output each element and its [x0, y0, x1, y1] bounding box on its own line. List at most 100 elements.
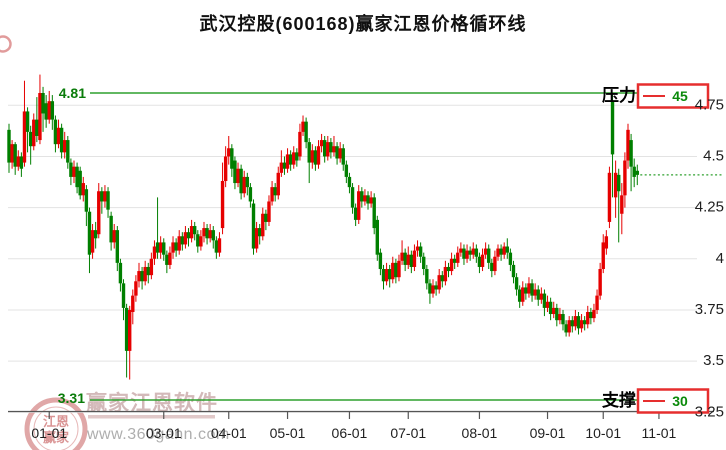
cycle-lines	[90, 92, 722, 401]
candle	[50, 101, 55, 120]
candle	[428, 283, 432, 294]
candle	[610, 101, 615, 155]
resistance-value-box: 45	[636, 83, 710, 109]
candle	[186, 232, 191, 239]
candle	[391, 262, 395, 280]
candle	[465, 250, 469, 259]
x-axis-label: 11-01	[642, 425, 677, 441]
candle	[412, 250, 417, 267]
corner-seal-fragment	[0, 35, 12, 53]
candle	[44, 103, 48, 120]
y-axis-label: 4.75	[695, 96, 724, 113]
candle	[514, 277, 519, 290]
candle	[242, 176, 246, 194]
candle	[137, 271, 141, 282]
candle	[112, 230, 116, 243]
candle	[449, 258, 454, 272]
y-axis-label: 3.75	[695, 301, 724, 318]
candle	[273, 187, 277, 196]
x-axis-label: 06-01	[332, 425, 368, 441]
candle	[292, 152, 296, 165]
candle	[47, 101, 51, 120]
candle	[468, 250, 472, 255]
y-axis-label: 4.5	[703, 147, 724, 164]
gridlines	[8, 104, 697, 413]
candle	[276, 172, 280, 196]
candle	[214, 240, 219, 253]
candle	[199, 236, 203, 247]
candle	[245, 176, 250, 188]
x-axis: 01-01 03-01 04-01 05-01 06-01 07-01 08-01 09-01…	[8, 410, 714, 441]
candle	[329, 142, 333, 153]
candle	[332, 146, 336, 153]
candle	[10, 144, 14, 163]
candle	[22, 111, 27, 163]
candle	[59, 127, 64, 153]
support-label: 支撑	[602, 390, 636, 410]
candle	[372, 197, 376, 229]
candle	[56, 127, 61, 145]
x-axis-label: 04-01	[211, 425, 247, 441]
candle	[502, 246, 506, 255]
candle	[539, 293, 544, 300]
y-axis-label: 3.25	[695, 403, 724, 420]
candle	[335, 146, 339, 159]
watermark-url-text: www.360gann.com	[86, 426, 230, 443]
candle	[363, 195, 367, 202]
candle	[496, 248, 500, 257]
candle	[282, 162, 287, 169]
candle	[180, 236, 185, 245]
candle	[248, 187, 253, 202]
candle	[16, 156, 20, 167]
candle	[579, 320, 584, 329]
candle	[499, 248, 503, 255]
candle	[208, 230, 212, 239]
candle	[106, 191, 110, 210]
support-value-box: 30	[636, 388, 710, 414]
candle	[257, 228, 262, 237]
resistance-value: 45	[672, 88, 688, 104]
candle	[533, 289, 537, 296]
candle	[490, 262, 494, 272]
candle	[171, 242, 175, 253]
candle	[375, 219, 380, 255]
candle	[487, 248, 491, 263]
support-price-label: 3.31	[58, 390, 85, 406]
candle	[109, 215, 113, 243]
candle	[471, 248, 475, 255]
y-axis-label: 3.5	[703, 352, 724, 369]
candle	[211, 230, 215, 241]
candle	[360, 191, 364, 202]
candle	[13, 144, 17, 167]
candle	[462, 248, 466, 259]
x-axis-label: 07-01	[390, 425, 426, 441]
candle	[140, 271, 144, 282]
candle	[196, 234, 200, 247]
candle	[261, 213, 265, 237]
candle	[285, 154, 290, 169]
candle	[307, 142, 311, 163]
candle	[72, 166, 76, 177]
candle	[53, 119, 58, 145]
candle	[595, 295, 599, 310]
candle	[301, 121, 305, 132]
watermark-seal-text-2: 赢家	[43, 430, 70, 445]
candle	[251, 203, 256, 249]
candle	[87, 211, 92, 255]
candle	[66, 140, 70, 163]
candle	[217, 238, 222, 253]
candle	[115, 230, 120, 263]
candle	[564, 324, 568, 333]
candle	[25, 111, 30, 132]
candle	[474, 248, 479, 257]
candle	[316, 146, 321, 165]
candle	[288, 154, 293, 165]
candle	[220, 181, 225, 229]
candle	[381, 269, 386, 282]
candle	[366, 195, 370, 204]
candle	[425, 269, 429, 284]
watermark-underline	[88, 415, 215, 419]
candle	[69, 162, 73, 177]
candle	[81, 183, 85, 196]
